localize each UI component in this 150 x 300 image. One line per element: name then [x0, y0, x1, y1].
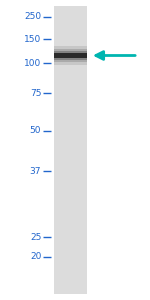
- Text: 75: 75: [30, 88, 41, 98]
- Bar: [54, 6, 87, 294]
- Text: 100: 100: [24, 58, 41, 68]
- Text: 250: 250: [24, 12, 41, 21]
- Text: 150: 150: [24, 34, 41, 43]
- Bar: [54, 46, 87, 65]
- Bar: [54, 53, 87, 58]
- Text: 50: 50: [30, 126, 41, 135]
- Text: 20: 20: [30, 252, 41, 261]
- Text: 37: 37: [30, 167, 41, 176]
- Text: 25: 25: [30, 232, 41, 242]
- Bar: [54, 49, 87, 62]
- Bar: [54, 51, 87, 60]
